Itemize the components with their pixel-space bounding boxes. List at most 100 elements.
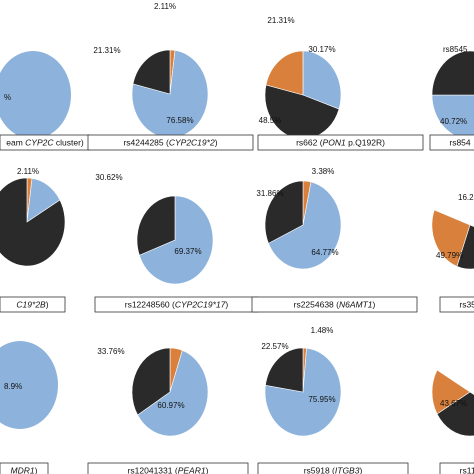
caption-gene: PON1 [323,138,346,148]
caption-box [257,134,424,151]
pie-slice-blue [138,195,214,285]
slice-label: 3.38% [312,167,335,176]
caption-text-part: ) [206,466,209,474]
pie-slice-black [431,50,474,96]
pie-slice-blue [0,51,71,139]
caption-label: rs854 [449,138,471,148]
pie-panel: 16.2 49.79% rs354 [431,193,474,313]
slice-label: 21.31% [93,46,120,55]
slice-label: 49.79% [436,251,463,260]
pie-slice-orange [431,369,471,415]
pie-panel: 8.9% MDR1) [0,341,58,474]
caption-label: C19*2B) [16,300,48,310]
pie-slice-black [132,49,171,95]
caption-label: rs5918 (ITGB3) [304,466,363,474]
pie-caption: rs354 [439,296,474,313]
slice-label: 30.62% [95,173,122,182]
slice-label: 60.97% [157,401,184,410]
pie-caption: rs112 [439,462,474,474]
pie-panel: rs8545 40.72% rs854 [429,45,474,151]
caption-label: rs12041331 (PEAR1) [128,466,209,474]
slice-label: 75.95% [308,395,335,404]
pie-caption: rs4244285 (CYP2C19*2) [87,134,254,151]
caption-text-part: ) [215,138,218,148]
pie-panel: 60.97% 33.76% rs12041331 (PEAR1) [87,347,249,474]
caption-label: MDR1) [11,466,38,474]
caption-text-part: rs2254638 ( [294,300,340,310]
caption-box [429,134,474,151]
pie-slice-orange [265,50,304,96]
pie-slice-blue [268,181,342,270]
caption-text-part: ) [35,466,38,474]
caption-label: rs354 [459,300,474,310]
caption-box [0,296,66,313]
pie-panel: 43.67% rs112 [431,369,474,474]
caption-gene: ITGB3 [335,466,360,474]
caption-box [0,462,49,474]
pie-caption: MDR1) [0,462,49,474]
slice-label: 30.17% [308,45,335,54]
caption-gene: CYP2C [25,138,54,148]
caption-text-part: ) [359,466,362,474]
pie-caption: rs12248560 (CYP2C19*17) [94,296,259,313]
caption-text-part: ) [225,300,228,310]
pie-panel: 2.11% C19*2B) [0,167,66,313]
pie-slice-orange [431,209,471,267]
slice-label: 2.11% [154,2,176,11]
pie-caption: rs5918 (ITGB3) [257,462,409,474]
caption-label: rs2254638 (N6AMT1) [294,300,376,310]
pie-panel: 69.37% 30.62% rs12248560 (CYP2C19*17) [94,173,259,313]
caption-label: eam CYP2C cluster) [6,138,84,148]
caption-label: rs12248560 (CYP2C19*17) [125,300,229,310]
caption-text-part: ) [46,300,49,310]
pie-slice-blue [0,341,58,429]
pie-caption: eam CYP2C cluster) [0,134,91,151]
slice-label: 76.58% [166,116,193,125]
slice-label: 64.77% [311,248,338,257]
pie-slice-black [131,347,171,416]
pie-caption: rs2254638 (N6AMT1) [251,296,418,313]
caption-box [87,462,249,474]
slice-label: 1.48% [311,326,334,335]
caption-text-part: eam [6,138,25,148]
caption-gene: MDR1 [11,466,35,474]
pie-slice-black [0,177,66,267]
pie-slice-black [456,224,474,270]
pie-slice-black [136,195,176,256]
pie-caption: C19*2B) [0,296,66,313]
caption-gene: CYP2C19*17 [175,300,226,310]
caption-text-part: rs5918 ( [304,466,335,474]
caption-text-part: rs112 [460,466,474,474]
slice-label: 22.57% [261,342,288,351]
caption-gene: N6AMT1 [339,300,373,310]
pie-panel: 2.11% 76.58% 21.31% rs4244285 (CYP2C19*2) [87,2,254,151]
pie-slice-black [436,391,474,437]
caption-label: rs112 [460,466,474,474]
caption-text-part: ) [373,300,376,310]
slice-label: rs8545 [443,45,468,54]
slice-label: 69.37% [174,247,201,256]
caption-gene: C19*2B [16,300,46,310]
caption-box [439,462,474,474]
caption-text-part: p.Q192R) [346,138,385,148]
caption-box [251,296,418,313]
pie-panel: 1.48% 75.95% 22.57% rs5918 (ITGB3) [257,326,409,474]
slice-label: % [4,93,11,102]
pie-slice-blue [137,349,209,437]
pie-panel: 30.17% 48.5% 21.31% rs662 (PON1 p.Q192R) [257,16,424,151]
slice-label: 16.2 [458,193,474,202]
caption-text-part: rs12041331 ( [128,466,178,474]
slice-label: 43.67% [440,399,467,408]
pie-slice-black [264,180,304,244]
slice-label: 21.31% [267,16,294,25]
pie-panel: % eam CYP2C cluster) [0,51,91,151]
pie-slice-black [265,347,304,393]
slice-label: 48.5% [259,116,282,125]
caption-text-part: rs662 ( [296,138,323,148]
caption-box [257,462,409,474]
slice-label: 31.86% [256,189,283,198]
pie-slice-blue [302,50,342,110]
caption-text-part: rs12248560 ( [125,300,175,310]
caption-box [439,296,474,313]
